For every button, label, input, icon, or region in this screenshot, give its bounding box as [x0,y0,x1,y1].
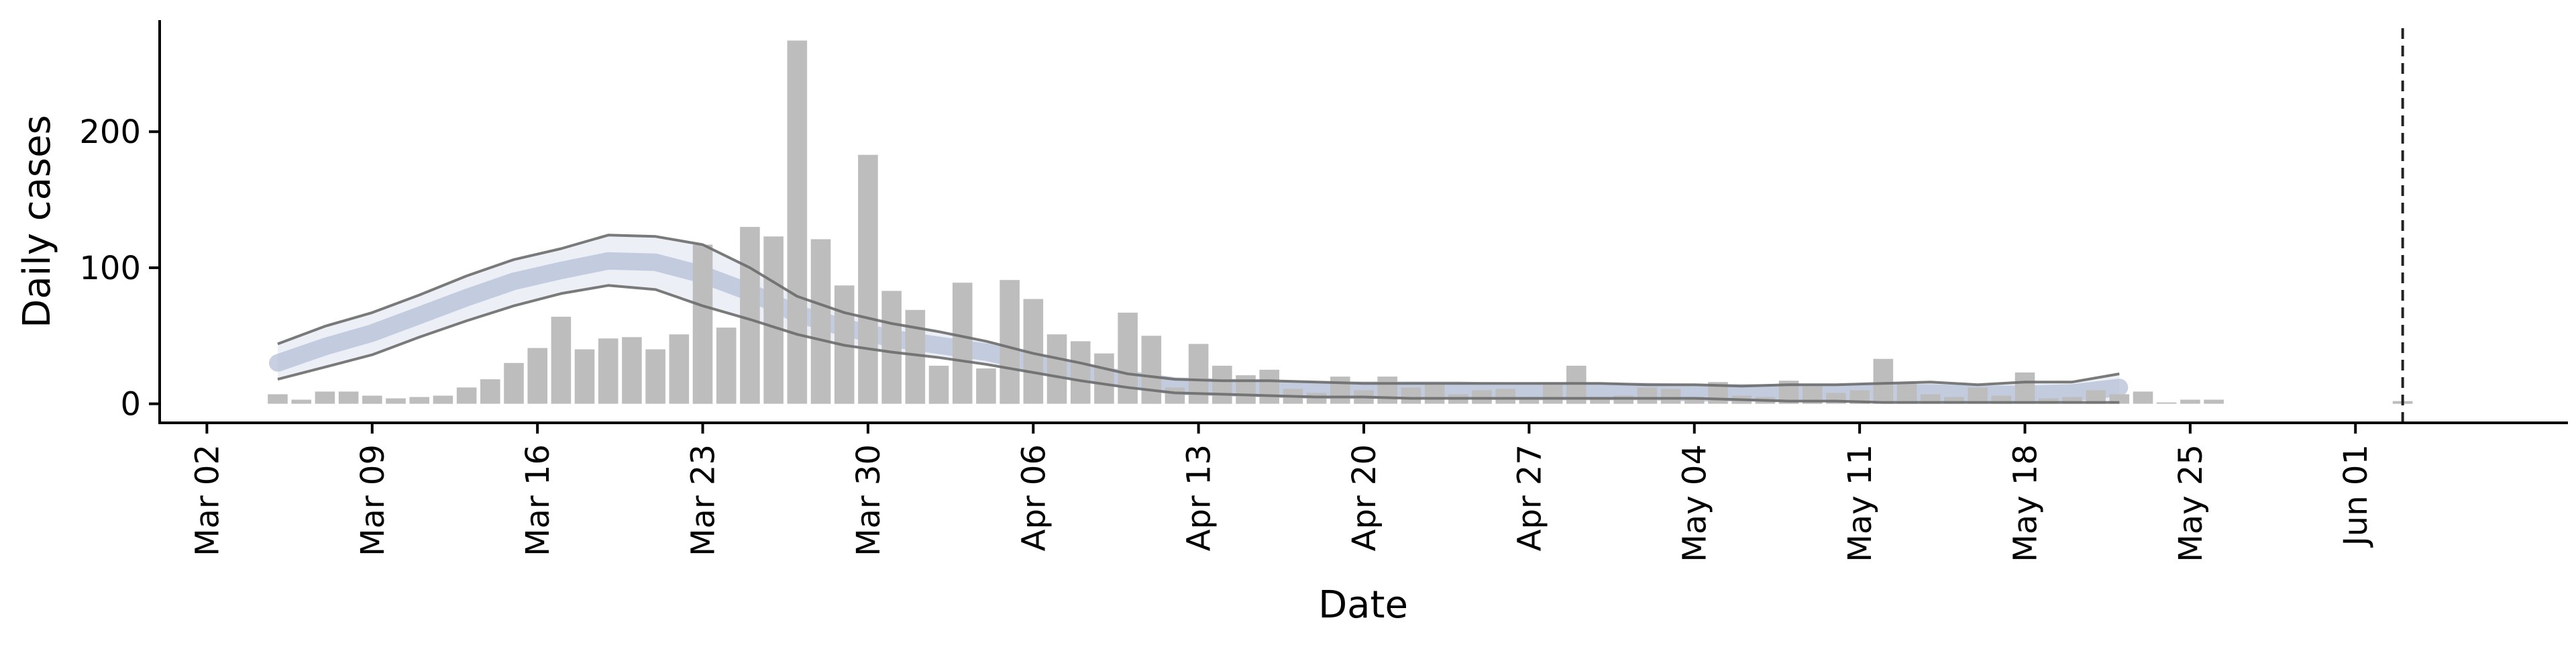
bar [740,227,760,404]
x-tick-label: Mar 09 [354,444,392,556]
bar [1637,387,1658,404]
bar [2038,398,2059,404]
bars-layer [268,40,2413,404]
x-tick-label: Jun 01 [2337,444,2375,548]
band-lower-line [277,284,2120,404]
x-tick-label: May 25 [2172,444,2210,562]
y-tick-label: 100 [79,250,141,287]
axes-layer: 0 100 200 Mar 02 Mar 09 Mar 16 Mar 23 Mar 30 Apr… [79,20,2568,562]
bar [2133,391,2153,404]
bar [1944,397,1964,404]
bar [1259,369,1279,404]
bar [2180,399,2200,404]
x-tick-label: Mar 16 [519,444,557,556]
x-tick-label: Mar 02 [189,444,226,556]
bar [527,348,547,404]
bar [268,394,288,404]
bar [1401,387,1421,404]
x-tick-label: Apr 27 [1511,444,1548,551]
bar [1165,387,1185,404]
bar [574,349,595,404]
bar [622,337,642,404]
x-tick-label: Apr 06 [1015,444,1053,551]
bar [1968,387,1988,404]
bar [504,362,524,404]
bar [1141,336,1162,404]
bar [480,379,500,404]
bar [952,283,973,404]
bar [409,397,429,404]
bar [1684,397,1705,404]
bar [1000,280,1020,404]
bar [551,316,572,404]
bar [928,365,949,404]
x-tick-label: Mar 23 [685,444,722,556]
bar [976,368,996,404]
bar [456,387,477,404]
bar [598,338,619,404]
bar [433,395,453,404]
bar [362,395,382,404]
bar [1046,334,1067,404]
bar [386,398,406,404]
bar [315,391,335,404]
bar [1873,358,1894,404]
bar [1896,383,1917,404]
bar [2062,397,2082,404]
bar [1495,389,1515,404]
bar [1519,397,1540,404]
bar [645,349,665,404]
x-tick-label: May 18 [2007,444,2045,562]
bar [1542,385,1563,404]
x-tick-label: Apr 20 [1346,444,1383,551]
band-upper-line [277,234,2120,388]
bar [338,391,359,404]
bar [1330,377,1350,404]
bar [1613,395,1633,404]
bar [810,239,831,404]
bar [1660,389,1681,404]
bar [1424,385,1445,404]
bar [291,399,311,404]
bar [1212,365,1232,404]
bar [1094,353,1114,404]
x-tick-label: Mar 30 [850,444,888,556]
bar [2086,390,2106,404]
x-axis-label: Date [1318,583,1408,627]
x-tick-label: Apr 13 [1181,444,1218,551]
y-tick-label: 0 [120,386,141,424]
bar [716,328,737,404]
y-axis-label: Daily cases [15,115,59,328]
x-tick-label: May 11 [1841,444,1879,562]
bar [2156,402,2177,404]
uncertainty-band [278,235,2120,403]
bar [1590,397,1610,404]
bar [1377,377,1397,404]
x-tick-label: May 04 [1676,444,1714,562]
bar [1118,312,1138,404]
bar [2204,399,2224,404]
bar [763,236,784,404]
band-edge-lines-layer [277,28,2404,423]
bar [2015,372,2035,404]
y-tick-label: 200 [79,113,141,151]
bar [669,334,690,404]
bar [858,154,878,404]
bar [1070,341,1091,404]
bar [881,291,902,404]
bar [787,40,808,404]
bar [692,244,713,404]
